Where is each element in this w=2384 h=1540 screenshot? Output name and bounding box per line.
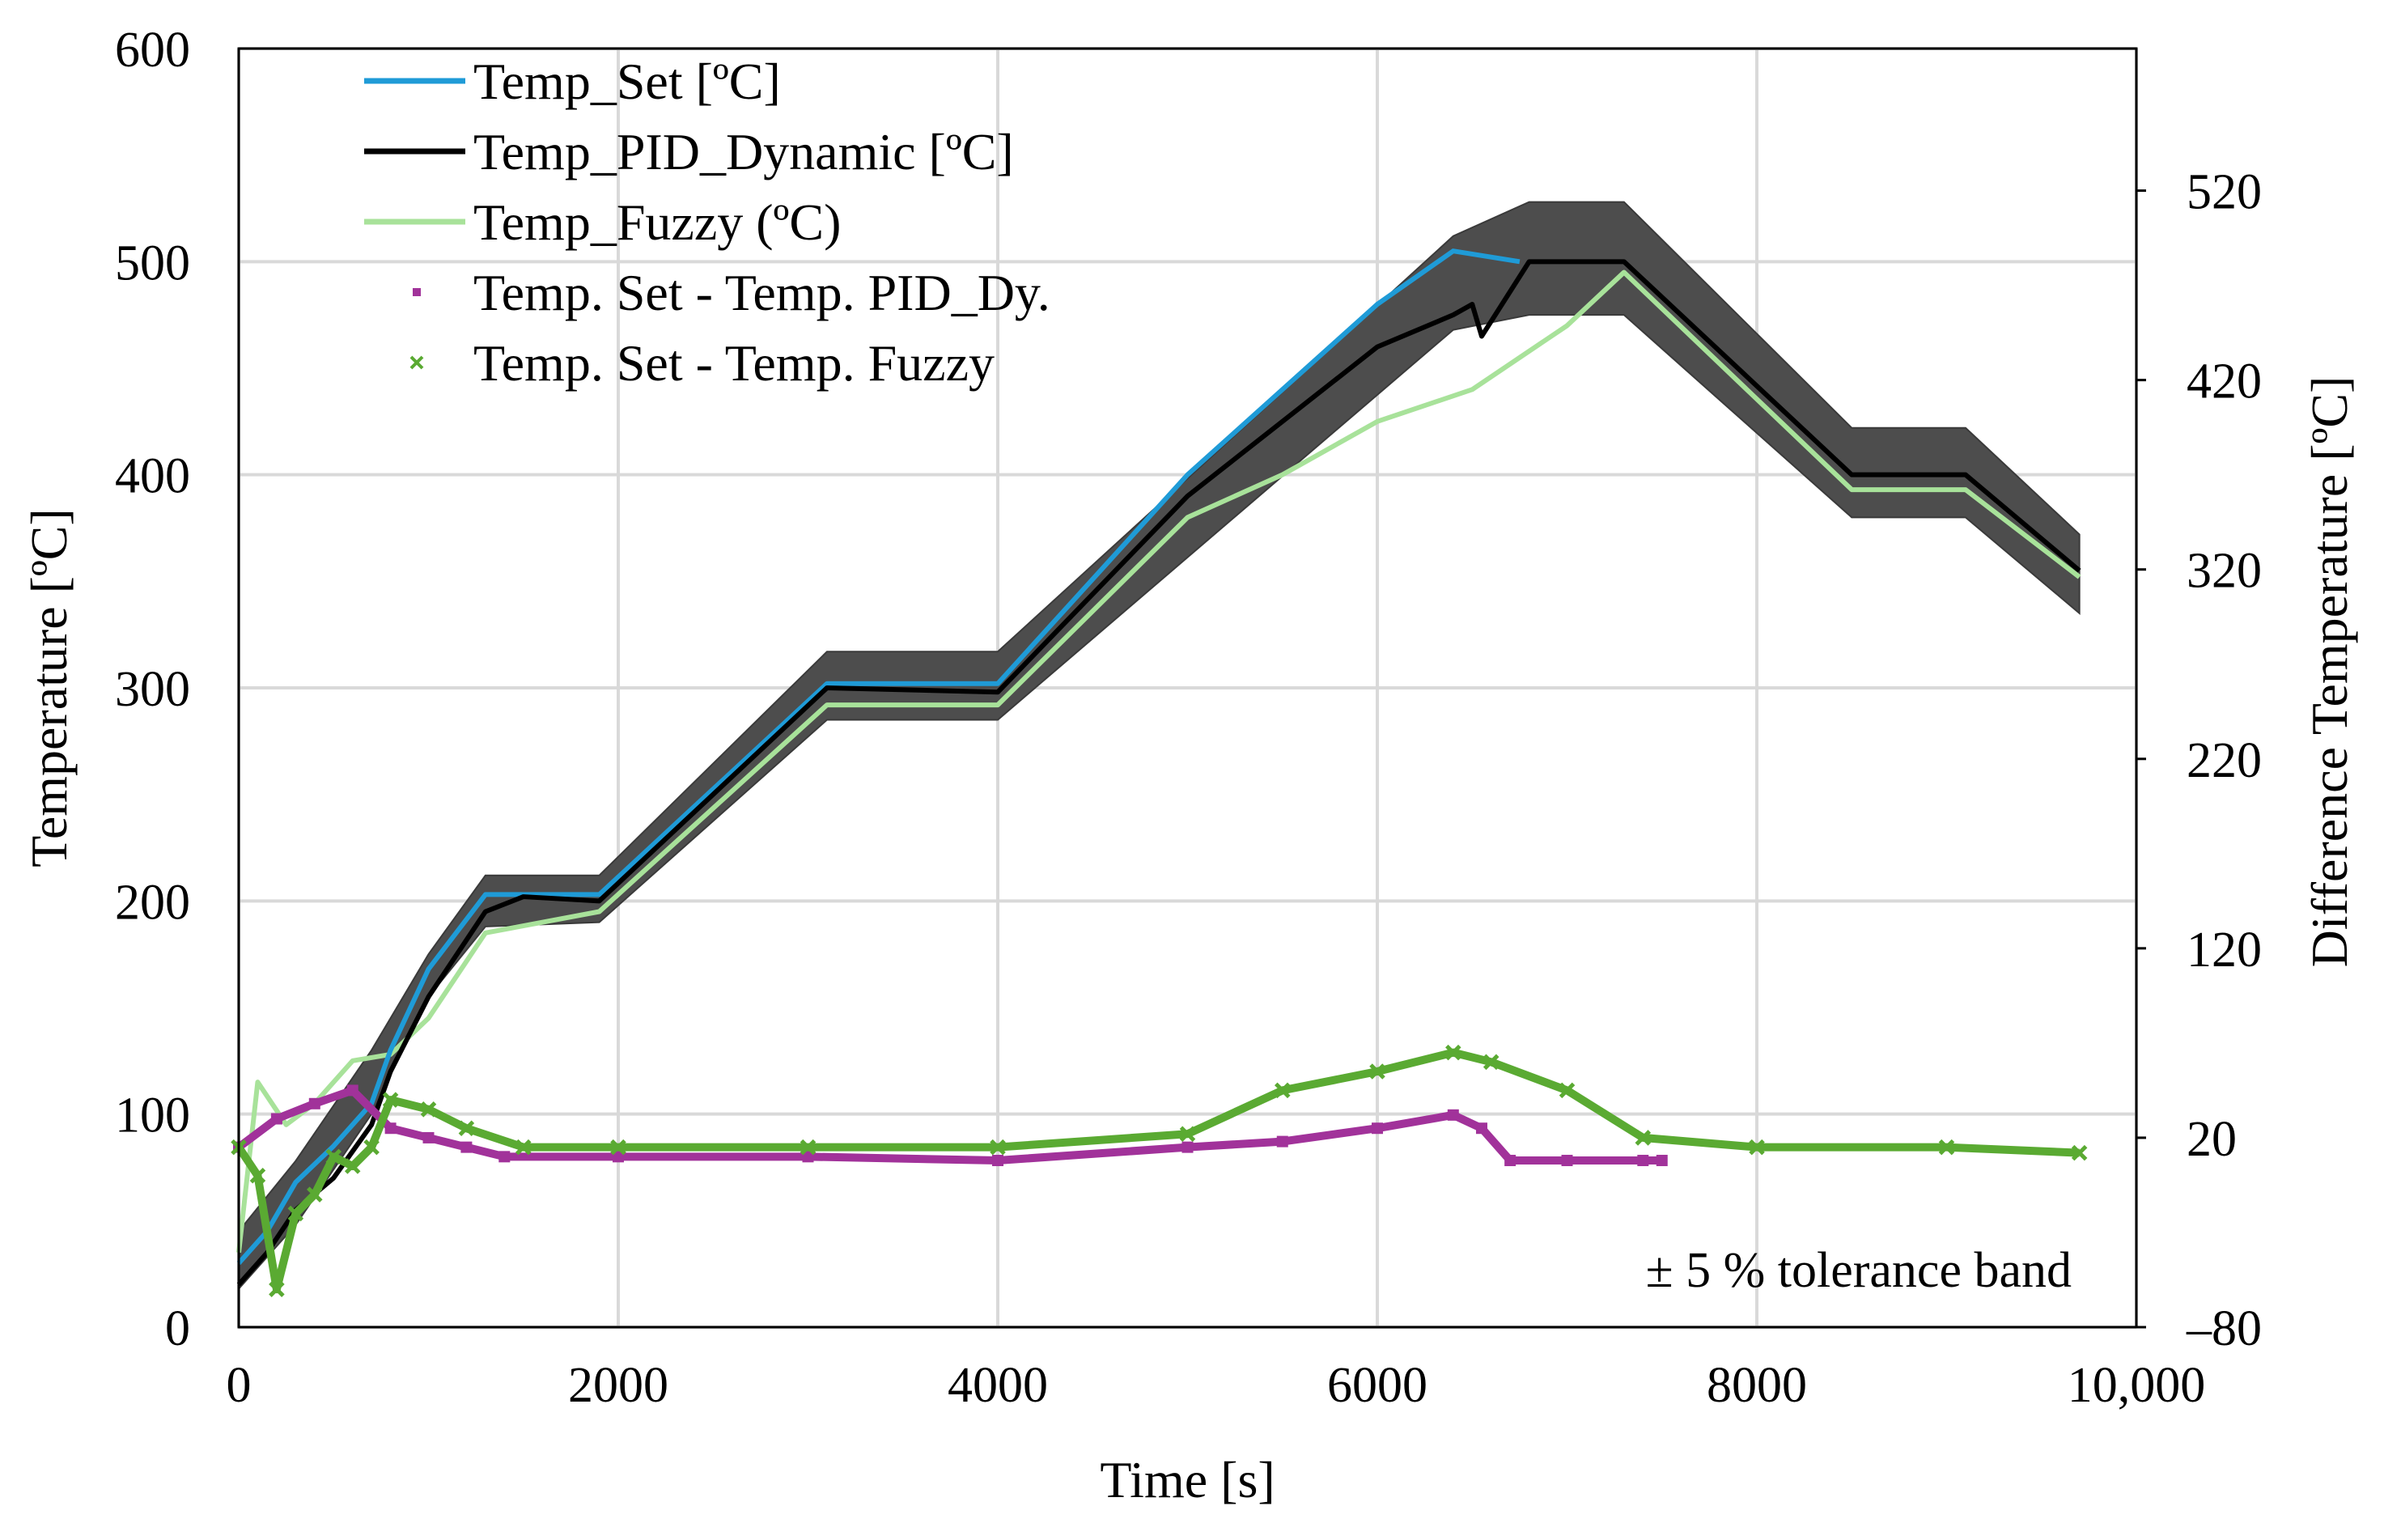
y-tick-label: 400 bbox=[115, 449, 190, 504]
x-tick-label: 10,000 bbox=[2068, 1358, 2206, 1413]
y2-tick-label: 120 bbox=[2187, 923, 2262, 978]
tolerance-band-area bbox=[238, 201, 2081, 1292]
x-axis-ticks: 0 2000 4000 6000 8000 10,000 bbox=[227, 1358, 2206, 1413]
legend: Temp_Set [ºC] Temp_PID_Dynamic [ºC] Temp_F… bbox=[364, 53, 1050, 392]
y2-tick-label: 420 bbox=[2187, 354, 2262, 409]
series-0-line bbox=[236, 248, 1521, 1265]
series-3-trace bbox=[236, 1086, 1662, 1165]
y-tick-label: 200 bbox=[115, 875, 190, 930]
series-3-markers bbox=[233, 1084, 1668, 1167]
tolerance-band bbox=[238, 201, 2081, 1292]
legend-label: Temp_Set [ºC] bbox=[473, 53, 781, 110]
y2-tick-label: 220 bbox=[2187, 733, 2262, 788]
y2-axis-label: Difference Temperature [ºC] bbox=[2301, 376, 2358, 968]
series-4-markers bbox=[231, 1044, 2088, 1297]
legend-label: Temp. Set - Temp. PID_Dy. bbox=[473, 264, 1050, 321]
y2-tick-label: 320 bbox=[2187, 544, 2262, 599]
plot-frame bbox=[237, 47, 2138, 1329]
x-tick-label: 4000 bbox=[948, 1358, 1048, 1413]
x-tick-label: 8000 bbox=[1707, 1358, 1807, 1413]
series-4-trace bbox=[235, 1048, 2080, 1294]
y-tick-label: 100 bbox=[115, 1088, 190, 1143]
y-tick-label: 0 bbox=[165, 1301, 190, 1356]
legend-label: Temp. Set - Temp. Fuzzy bbox=[473, 334, 995, 392]
series-layer bbox=[231, 248, 2088, 1297]
x-axis-label: Time [s] bbox=[1100, 1451, 1275, 1508]
legend-marker bbox=[413, 288, 421, 296]
y-axis-ticks: 0 100 200 300 400 500 600 bbox=[115, 23, 190, 1356]
series-1-line bbox=[236, 259, 2081, 1287]
y-axis-label: Temperature [ºC] bbox=[20, 508, 78, 868]
y2-axis-ticks: ‒80 20 120 220 320 420 520 bbox=[2136, 165, 2262, 1356]
legend-label: Temp_Fuzzy (ºC) bbox=[473, 193, 841, 251]
legend-label: Temp_PID_Dynamic [ºC] bbox=[473, 123, 1014, 180]
x-tick-label: 2000 bbox=[568, 1358, 668, 1413]
series-2-line bbox=[236, 269, 2081, 1254]
y-tick-label: 300 bbox=[115, 662, 190, 717]
y-tick-label: 600 bbox=[115, 23, 190, 78]
legend-marker bbox=[409, 355, 424, 370]
y-tick-label: 500 bbox=[115, 235, 190, 291]
y2-tick-label: ‒80 bbox=[2186, 1301, 2262, 1356]
y2-tick-label: 20 bbox=[2187, 1112, 2237, 1167]
x-tick-label: 0 bbox=[227, 1358, 252, 1413]
tolerance-band-note: ± 5 % tolerance band bbox=[1646, 1243, 2072, 1298]
x-tick-label: 6000 bbox=[1327, 1358, 1427, 1413]
y2-tick-label: 520 bbox=[2187, 165, 2262, 220]
